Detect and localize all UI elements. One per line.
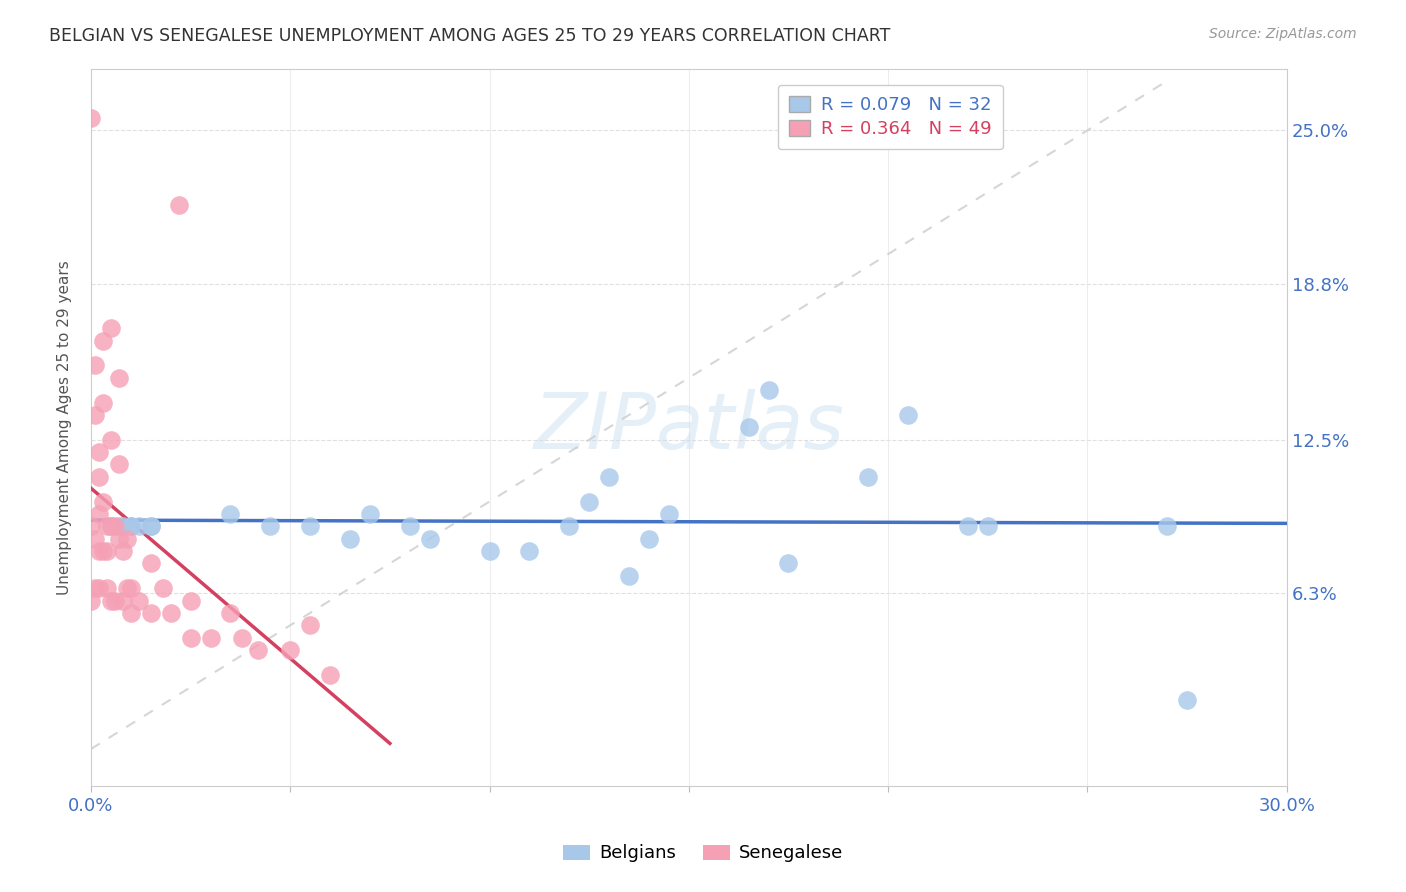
Point [359, 507, 381, 521]
Point [104, 519, 127, 533]
Point [617, 569, 640, 583]
Point [1175, 692, 1198, 706]
Point [259, 519, 281, 533]
Point [96, 544, 118, 558]
Point [115, 581, 138, 595]
Point [339, 532, 361, 546]
Point [219, 606, 242, 620]
Point [91, 544, 114, 558]
Point [111, 593, 134, 607]
Point [91, 334, 114, 348]
Point [100, 519, 122, 533]
Point [100, 321, 122, 335]
Point [120, 581, 142, 595]
Point [231, 631, 253, 645]
Text: BELGIAN VS SENEGALESE UNEMPLOYMENT AMONG AGES 25 TO 29 YEARS CORRELATION CHART: BELGIAN VS SENEGALESE UNEMPLOYMENT AMONG… [49, 27, 890, 45]
Point [956, 519, 979, 533]
Point [100, 519, 122, 533]
Point [120, 519, 142, 533]
Point [104, 593, 127, 607]
Point [398, 519, 420, 533]
Point [80, 593, 103, 607]
Point [108, 532, 131, 546]
Point [139, 606, 162, 620]
Point [139, 519, 162, 533]
Point [100, 433, 122, 447]
Point [111, 519, 134, 533]
Point [84, 581, 107, 595]
Point [478, 544, 501, 558]
Point [108, 519, 131, 533]
Point [778, 557, 800, 571]
Point [100, 593, 122, 607]
Point [519, 544, 541, 558]
Point [598, 470, 620, 484]
Point [247, 643, 270, 657]
Point [115, 532, 138, 546]
Point [91, 395, 114, 409]
Legend: R = 0.079   N = 32, R = 0.364   N = 49: R = 0.079 N = 32, R = 0.364 N = 49 [778, 85, 1002, 149]
Point [167, 197, 190, 211]
Point [80, 111, 103, 125]
Point [319, 667, 342, 681]
Point [87, 445, 110, 459]
Point [80, 519, 103, 533]
Point [120, 606, 142, 620]
Y-axis label: Unemployment Among Ages 25 to 29 years: Unemployment Among Ages 25 to 29 years [58, 260, 72, 595]
Point [299, 519, 322, 533]
Point [737, 420, 759, 434]
Point [108, 371, 131, 385]
Point [578, 494, 600, 508]
Point [200, 631, 222, 645]
Point [977, 519, 1000, 533]
Point [897, 408, 920, 422]
Point [219, 507, 242, 521]
Point [1156, 519, 1178, 533]
Point [108, 458, 131, 472]
Point [128, 593, 150, 607]
Point [87, 581, 110, 595]
Point [419, 532, 441, 546]
Point [87, 470, 110, 484]
Point [87, 507, 110, 521]
Point [84, 408, 107, 422]
Point [96, 519, 118, 533]
Point [84, 532, 107, 546]
Point [111, 544, 134, 558]
Point [128, 519, 150, 533]
Text: ZIPatlas: ZIPatlas [533, 389, 844, 466]
Point [120, 519, 142, 533]
Point [180, 593, 202, 607]
Point [658, 507, 681, 521]
Point [856, 470, 879, 484]
Point [139, 519, 162, 533]
Point [180, 631, 202, 645]
Legend: Belgians, Senegalese: Belgians, Senegalese [555, 838, 851, 870]
Point [638, 532, 661, 546]
Point [96, 581, 118, 595]
Point [152, 581, 174, 595]
Text: Source: ZipAtlas.com: Source: ZipAtlas.com [1209, 27, 1357, 41]
Point [758, 383, 780, 397]
Point [87, 544, 110, 558]
Point [84, 359, 107, 373]
Point [139, 557, 162, 571]
Point [91, 494, 114, 508]
Point [278, 643, 301, 657]
Point [558, 519, 581, 533]
Point [299, 618, 322, 632]
Point [159, 606, 181, 620]
